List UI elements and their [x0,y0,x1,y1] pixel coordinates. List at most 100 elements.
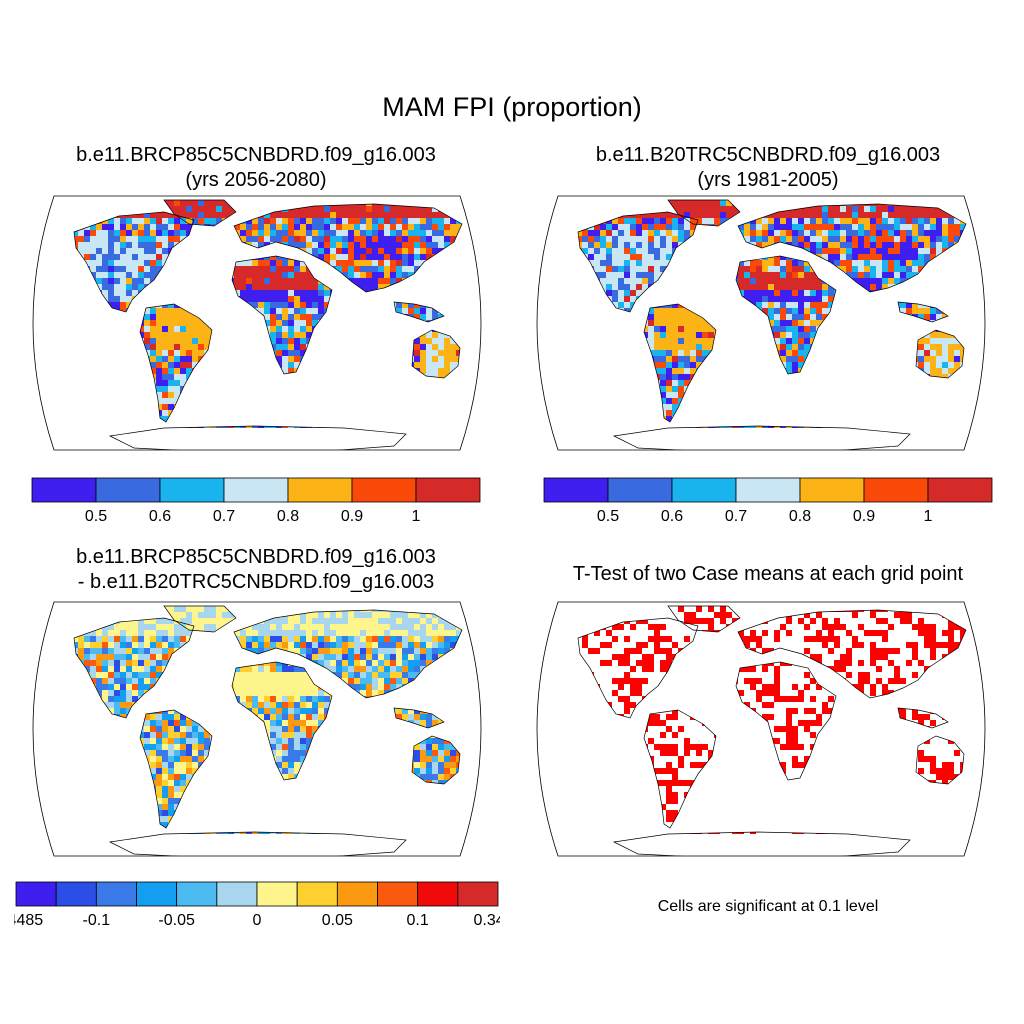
grid-cell [654,224,660,230]
grid-cell [492,302,498,308]
grid-cell [996,200,1002,206]
grid-cell [888,224,894,230]
grid-cell [150,236,156,242]
grid-cell [870,200,876,206]
grid-cell [264,386,270,392]
grid-cell [822,314,828,320]
grid-cell [714,212,720,218]
grid-cell [912,224,918,230]
grid-cell [114,350,120,356]
grid-cell [480,230,486,236]
grid-cell [390,320,396,326]
grid-cell [66,398,72,404]
grid-cell [78,374,84,380]
grid-cell [426,362,432,368]
grid-cell [60,380,66,386]
grid-cell [60,218,66,224]
grid-cell [492,308,498,314]
grid-cell [630,260,636,266]
grid-cell [198,236,204,242]
grid-cell [60,422,66,428]
grid-cell [294,362,300,368]
grid-cell [960,302,966,308]
grid-cell [144,194,150,200]
grid-cell [270,356,276,362]
grid-cell [318,350,324,356]
grid-cell [846,218,852,224]
grid-cell [858,314,864,320]
grid-cell [432,236,438,242]
grid-cell [90,416,96,422]
grid-cell [354,200,360,206]
grid-cell [78,260,84,266]
grid-cell [96,194,102,200]
grid-cell [96,278,102,284]
grid-cell [480,206,486,212]
grid-cell [570,266,576,272]
grid-cell [24,350,30,356]
grid-cell [612,284,618,290]
grid-cell [600,200,606,206]
grid-cell [936,308,942,314]
grid-cell [270,284,276,290]
grid-cell [540,320,546,326]
grid-cell [138,278,144,284]
grid-cell [60,212,66,218]
grid-cell [378,200,384,206]
grid-cell [450,320,456,326]
grid-cell [654,284,660,290]
grid-cell [156,224,162,230]
grid-cell [264,356,270,362]
grid-cell [966,320,972,326]
grid-cell [546,200,552,206]
grid-cell [162,206,168,212]
grid-cell [240,308,246,314]
grid-cell [600,224,606,230]
grid-cell [990,326,996,332]
grid-cell [456,386,462,392]
grid-cell [438,320,444,326]
grid-cell [210,242,216,248]
grid-cell [312,368,318,374]
grid-cell [84,320,90,326]
grid-cell [546,260,552,266]
grid-cell [390,338,396,344]
grid-cell [126,278,132,284]
grid-cell [180,266,186,272]
grid-cell [858,224,864,230]
grid-cell [84,296,90,302]
grid-cell [198,410,204,416]
grid-cell [60,266,66,272]
grid-cell [492,398,498,404]
grid-cell [762,302,768,308]
grid-cell [438,338,444,344]
grid-cell [66,350,72,356]
grid-cell [390,392,396,398]
grid-cell [414,404,420,410]
grid-cell [840,206,846,212]
grid-cell [246,422,252,428]
grid-cell [834,248,840,254]
grid-cell [996,212,1002,218]
grid-cell [48,278,54,284]
grid-cell [714,308,720,314]
grid-cell [102,284,108,290]
grid-cell [870,248,876,254]
grid-cell [138,350,144,356]
grid-cell [444,422,450,428]
grid-cell [120,368,126,374]
grid-cell [414,230,420,236]
grid-cell [444,224,450,230]
grid-cell [60,302,66,308]
grid-cell [132,398,138,404]
grid-cell [156,212,162,218]
grid-cell [810,284,816,290]
grid-cell [264,278,270,284]
grid-cell [738,278,744,284]
grid-cell [786,206,792,212]
grid-cell [114,338,120,344]
grid-cell [966,230,972,236]
grid-cell [294,338,300,344]
grid-cell [336,374,342,380]
grid-cell [42,206,48,212]
